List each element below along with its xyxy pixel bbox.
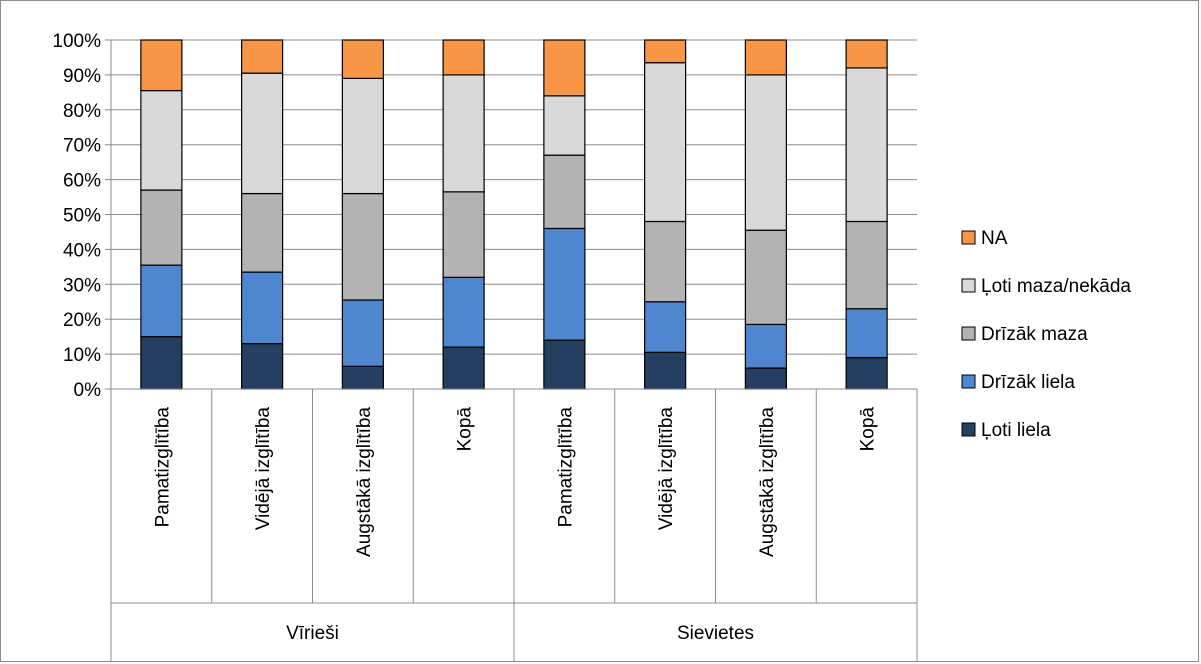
- legend-swatch-loti-maza-nekada: [961, 278, 976, 293]
- legend-label-loti-maza-nekada: Ļoti maza/nekāda: [981, 276, 1131, 297]
- bar-segment-drizak-liela: [341, 299, 384, 367]
- bar-segment-drizak-maza: [241, 192, 284, 273]
- legend-swatch-drizak-maza: [961, 326, 976, 341]
- category-label: Vidējā izglītība: [253, 407, 274, 531]
- y-tick-label: 20%: [63, 310, 101, 331]
- bar-segment-loti-liela: [442, 346, 485, 390]
- bar-segment-na: [241, 39, 284, 74]
- bar-segment-drizak-liela: [644, 301, 687, 353]
- category-label: Kopā: [858, 407, 879, 452]
- legend-swatch-loti-liela: [961, 422, 976, 437]
- bar-segment-drizak-liela: [241, 271, 284, 345]
- bar-segment-loti-liela: [241, 343, 284, 390]
- legend-label-drizak-maza: Drīzāk maza: [981, 324, 1088, 345]
- y-tick-label: 10%: [63, 345, 101, 366]
- category-label: Pamatizglītība: [555, 407, 576, 528]
- bar-segment-drizak-liela: [744, 323, 787, 369]
- bar-segment-drizak-maza: [845, 220, 888, 310]
- y-tick-label: 30%: [63, 275, 101, 296]
- category-label: Vidējā izglītība: [656, 407, 677, 531]
- legend-label-na: NA: [981, 228, 1008, 249]
- y-tick-label: 70%: [63, 136, 101, 157]
- y-tick-label: 80%: [63, 101, 101, 122]
- y-tick-label: 90%: [63, 66, 101, 87]
- y-tick-label: 40%: [63, 240, 101, 261]
- group-label: Vīrieši: [286, 623, 339, 644]
- legend-label-drizak-liela: Drīzāk liela: [981, 372, 1075, 393]
- legend-label-loti-liela: Ļoti liela: [981, 420, 1051, 441]
- bar-segment-drizak-maza: [442, 191, 485, 278]
- category-label: Pamatizglītība: [152, 407, 173, 528]
- y-tick-label: 60%: [63, 171, 101, 192]
- y-tick-label: 100%: [52, 31, 101, 52]
- category-label: Augstākā izglītība: [354, 407, 375, 557]
- bar-segment-na: [442, 39, 485, 76]
- bar-segment-loti-liela: [140, 336, 183, 390]
- bar-segment-loti-liela: [845, 356, 888, 390]
- bar-segment-loti-maza-nekada: [241, 72, 284, 195]
- bar-segment-drizak-maza: [644, 220, 687, 303]
- category-label: Augstākā izglītība: [757, 407, 778, 557]
- bar-segment-na: [644, 39, 687, 64]
- bar-segment-na: [845, 39, 888, 69]
- bar-segment-loti-liela: [341, 365, 384, 390]
- bar-segment-loti-liela: [744, 367, 787, 390]
- legend-swatch-drizak-liela: [961, 374, 976, 389]
- bar-segment-loti-maza-nekada: [644, 62, 687, 223]
- y-tick-label: 50%: [63, 206, 101, 227]
- group-label: Sievietes: [677, 623, 754, 644]
- bar-segment-loti-maza-nekada: [744, 74, 787, 231]
- bar-segment-na: [341, 39, 384, 79]
- bar-segment-drizak-maza: [140, 189, 183, 266]
- bar-segment-na: [140, 39, 183, 92]
- bar-segment-drizak-maza: [744, 229, 787, 326]
- bar-segment-loti-liela: [543, 339, 586, 390]
- bar-segment-drizak-liela: [140, 264, 183, 338]
- bar-segment-na: [744, 39, 787, 76]
- category-label: Kopā: [455, 407, 476, 452]
- bar-segment-loti-maza-nekada: [543, 95, 586, 156]
- bar-segment-loti-maza-nekada: [140, 90, 183, 191]
- bar-segment-drizak-liela: [543, 227, 586, 341]
- bar-segment-loti-maza-nekada: [442, 74, 485, 193]
- bar-segment-loti-liela: [644, 351, 687, 390]
- bar-segment-loti-maza-nekada: [341, 77, 384, 195]
- legend-swatch-na: [961, 230, 976, 245]
- bar-segment-loti-maza-nekada: [845, 67, 888, 223]
- bar-segment-drizak-liela: [845, 308, 888, 359]
- bar-segment-drizak-maza: [543, 154, 586, 230]
- y-tick-label: 0%: [74, 380, 102, 401]
- bar-segment-na: [543, 39, 586, 97]
- bar-segment-drizak-maza: [341, 192, 384, 301]
- bar-segment-drizak-liela: [442, 276, 485, 348]
